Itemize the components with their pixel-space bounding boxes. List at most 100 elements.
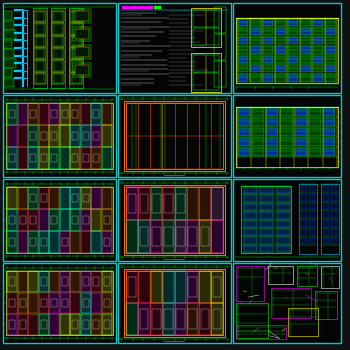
- Bar: [28, 147, 38, 169]
- Bar: [300, 74, 311, 82]
- Bar: [49, 103, 59, 125]
- Bar: [20, 320, 26, 329]
- Bar: [60, 125, 70, 147]
- Bar: [187, 220, 198, 253]
- Bar: [18, 147, 28, 169]
- Bar: [60, 187, 70, 209]
- Bar: [60, 231, 70, 253]
- Bar: [39, 125, 49, 147]
- Bar: [295, 127, 307, 135]
- Bar: [130, 6, 137, 9]
- Bar: [41, 278, 47, 286]
- Bar: [102, 271, 112, 292]
- Bar: [72, 49, 80, 58]
- Bar: [323, 238, 329, 244]
- Bar: [4, 77, 14, 86]
- Bar: [325, 65, 336, 72]
- Bar: [139, 220, 150, 253]
- Bar: [60, 147, 70, 169]
- Bar: [199, 187, 211, 220]
- Bar: [3, 3, 116, 93]
- Bar: [199, 271, 211, 303]
- Bar: [266, 107, 278, 116]
- Bar: [91, 147, 101, 169]
- Bar: [73, 45, 91, 59]
- Bar: [6, 187, 113, 253]
- Bar: [331, 238, 337, 244]
- Bar: [194, 28, 219, 45]
- Bar: [36, 12, 44, 21]
- Bar: [60, 103, 70, 125]
- Bar: [175, 187, 186, 220]
- Bar: [139, 220, 150, 253]
- Bar: [275, 19, 286, 26]
- Bar: [81, 271, 91, 292]
- Bar: [51, 216, 57, 224]
- Bar: [51, 110, 57, 118]
- Bar: [301, 194, 307, 201]
- Bar: [18, 125, 28, 147]
- Bar: [126, 220, 138, 253]
- Bar: [176, 194, 185, 214]
- Bar: [81, 103, 91, 125]
- Bar: [323, 220, 329, 227]
- Bar: [175, 271, 186, 303]
- Bar: [262, 46, 273, 54]
- Bar: [91, 209, 101, 231]
- Bar: [39, 271, 49, 292]
- Bar: [331, 203, 337, 209]
- Bar: [7, 231, 17, 253]
- Bar: [262, 74, 273, 82]
- Bar: [309, 220, 315, 227]
- Bar: [28, 314, 38, 335]
- Bar: [9, 299, 15, 307]
- Bar: [70, 125, 80, 147]
- Bar: [300, 19, 311, 26]
- Bar: [211, 187, 223, 220]
- Bar: [83, 320, 89, 329]
- Bar: [93, 154, 99, 162]
- Bar: [238, 118, 250, 126]
- Bar: [70, 73, 82, 84]
- Bar: [20, 216, 26, 224]
- Bar: [199, 271, 211, 303]
- Bar: [300, 28, 311, 35]
- Bar: [81, 125, 91, 147]
- Bar: [325, 56, 336, 63]
- Bar: [323, 203, 329, 209]
- Bar: [238, 74, 248, 82]
- Bar: [194, 55, 219, 72]
- Bar: [39, 147, 49, 169]
- Bar: [91, 271, 101, 292]
- Bar: [250, 74, 261, 82]
- Bar: [280, 147, 293, 155]
- Bar: [70, 293, 80, 313]
- Bar: [72, 74, 80, 83]
- Bar: [6, 103, 113, 169]
- Bar: [122, 6, 129, 9]
- Bar: [93, 132, 99, 140]
- Bar: [163, 220, 174, 253]
- Bar: [49, 231, 59, 253]
- Bar: [275, 74, 286, 82]
- Bar: [39, 147, 49, 169]
- Bar: [150, 303, 162, 335]
- Bar: [201, 309, 209, 329]
- Bar: [28, 187, 38, 209]
- Bar: [138, 6, 145, 9]
- Bar: [4, 40, 12, 49]
- Bar: [52, 23, 64, 35]
- Bar: [331, 211, 337, 218]
- Bar: [62, 238, 68, 246]
- Bar: [238, 19, 248, 26]
- Bar: [275, 65, 286, 72]
- Bar: [9, 320, 15, 329]
- Bar: [199, 187, 211, 220]
- Bar: [199, 303, 211, 335]
- Bar: [102, 271, 112, 292]
- Bar: [39, 271, 49, 292]
- Bar: [201, 226, 209, 246]
- Bar: [164, 194, 173, 214]
- Bar: [18, 231, 28, 253]
- Bar: [49, 293, 59, 313]
